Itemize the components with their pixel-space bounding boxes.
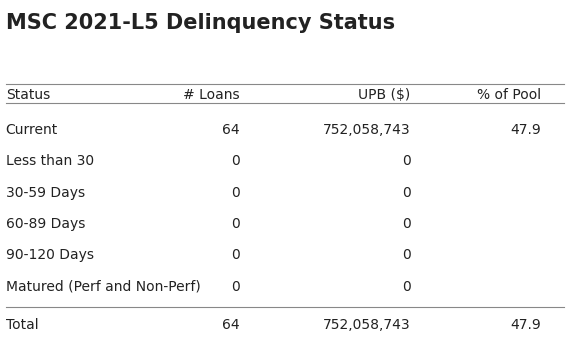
Text: 47.9: 47.9 <box>511 123 542 137</box>
Text: 47.9: 47.9 <box>511 318 542 333</box>
Text: 0: 0 <box>231 217 239 231</box>
Text: 0: 0 <box>402 248 410 263</box>
Text: Total: Total <box>6 318 38 333</box>
Text: 60-89 Days: 60-89 Days <box>6 217 85 231</box>
Text: 752,058,743: 752,058,743 <box>323 123 410 137</box>
Text: 64: 64 <box>222 318 239 333</box>
Text: Status: Status <box>6 88 50 102</box>
Text: 0: 0 <box>231 280 239 294</box>
Text: Current: Current <box>6 123 58 137</box>
Text: UPB ($): UPB ($) <box>358 88 410 102</box>
Text: MSC 2021-L5 Delinquency Status: MSC 2021-L5 Delinquency Status <box>6 13 395 33</box>
Text: 0: 0 <box>231 186 239 200</box>
Text: 0: 0 <box>402 280 410 294</box>
Text: Matured (Perf and Non-Perf): Matured (Perf and Non-Perf) <box>6 280 201 294</box>
Text: # Loans: # Loans <box>183 88 239 102</box>
Text: 64: 64 <box>222 123 239 137</box>
Text: 0: 0 <box>402 217 410 231</box>
Text: 90-120 Days: 90-120 Days <box>6 248 93 263</box>
Text: 0: 0 <box>402 186 410 200</box>
Text: 0: 0 <box>402 154 410 168</box>
Text: 752,058,743: 752,058,743 <box>323 318 410 333</box>
Text: 0: 0 <box>231 248 239 263</box>
Text: % of Pool: % of Pool <box>478 88 542 102</box>
Text: 0: 0 <box>231 154 239 168</box>
Text: Less than 30: Less than 30 <box>6 154 94 168</box>
Text: 30-59 Days: 30-59 Days <box>6 186 85 200</box>
